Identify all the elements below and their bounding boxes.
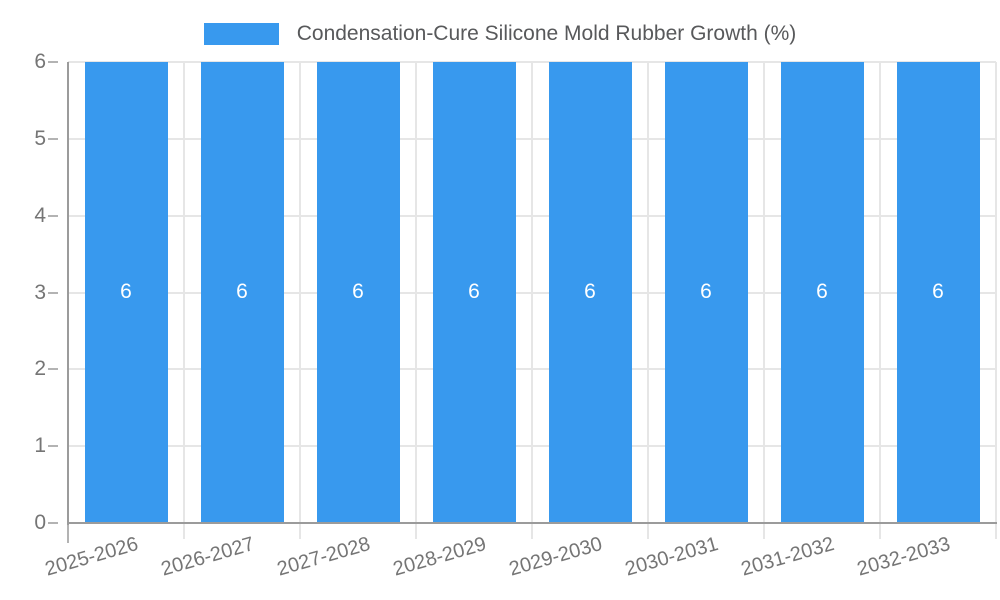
y-axis-tick-mark — [48, 291, 58, 294]
x-gridline — [531, 62, 533, 523]
y-axis-tick-label: 3 — [34, 280, 46, 304]
bar[interactable] — [316, 62, 400, 523]
x-axis-tick-mark — [415, 524, 417, 539]
x-axis-tick-mark — [67, 524, 69, 543]
bar[interactable] — [548, 62, 632, 523]
x-axis-line — [67, 522, 997, 524]
x-axis-label: 2028-2029 — [391, 533, 490, 581]
x-axis-tick-mark — [879, 524, 881, 539]
x-axis-tick-mark — [531, 524, 533, 539]
x-gridline — [299, 62, 301, 523]
y-axis-tick-mark — [48, 368, 58, 371]
bar[interactable] — [780, 62, 864, 523]
x-gridline — [763, 62, 765, 523]
x-axis-label: 2030-2031 — [623, 533, 722, 581]
y-axis-tick-label: 4 — [34, 203, 46, 227]
x-axis-tick-mark — [183, 524, 185, 539]
chart-legend-item[interactable]: Condensation-Cure Silicone Mold Rubber G… — [0, 20, 1000, 48]
x-axis-label: 2026-2027 — [159, 533, 258, 581]
x-axis-label: 2025-2026 — [43, 533, 142, 581]
bar[interactable] — [200, 62, 284, 523]
y-axis-line — [67, 62, 69, 525]
x-axis-label: 2027-2028 — [275, 533, 374, 581]
y-axis-tick-label: 2 — [34, 357, 46, 381]
bar[interactable] — [896, 62, 980, 523]
y-axis-tick-mark — [48, 61, 58, 63]
x-axis-tick-mark — [299, 524, 301, 539]
bar[interactable] — [432, 62, 516, 523]
x-gridline — [995, 62, 997, 523]
y-axis-tick-mark — [48, 445, 58, 448]
bar[interactable] — [664, 62, 748, 523]
x-gridline — [183, 62, 185, 523]
y-axis-tick-label: 1 — [34, 434, 46, 458]
y-axis-tick-mark — [48, 137, 58, 140]
x-axis-label: 2029-2030 — [507, 533, 606, 581]
y-axis-tick-label: 6 — [34, 50, 46, 73]
legend-label: Condensation-Cure Silicone Mold Rubber G… — [296, 22, 797, 45]
x-axis-tick-mark — [995, 524, 997, 539]
x-gridline — [415, 62, 417, 523]
x-gridline — [879, 62, 881, 523]
x-axis-label: 2032-2033 — [855, 533, 954, 581]
y-axis-tick-mark — [48, 214, 58, 217]
x-gridline — [647, 62, 649, 523]
y-axis-tick-label: 0 — [34, 511, 46, 534]
bar[interactable] — [84, 62, 168, 523]
legend-swatch — [203, 23, 279, 45]
x-axis-tick-mark — [647, 524, 649, 539]
y-axis-tick-mark — [48, 522, 58, 524]
x-axis-tick-mark — [763, 524, 765, 539]
x-axis-label: 2031-2032 — [739, 533, 838, 581]
y-axis-tick-label: 5 — [34, 126, 46, 150]
